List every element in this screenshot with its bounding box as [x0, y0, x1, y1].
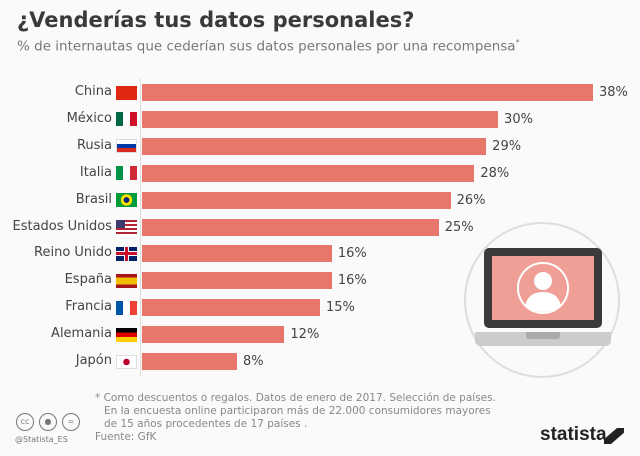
data-label: 38%: [599, 85, 628, 100]
statista-logo-mark-icon: [604, 428, 624, 444]
category-label: Rusia: [76, 137, 112, 153]
bar: [142, 245, 332, 263]
nd-icon: =: [62, 413, 80, 431]
category-label: Brasil: [75, 191, 112, 207]
axis-line: [140, 78, 141, 376]
flag-fr-icon: [116, 300, 137, 315]
footnote-line: * Como descuentos o regalos. Datos de en…: [95, 392, 496, 404]
bar: [142, 299, 321, 317]
twitter-handle: @Statista_ES: [15, 435, 68, 444]
user-avatar-icon: [517, 262, 569, 314]
by-icon: ●: [39, 413, 57, 431]
category-label: España: [64, 272, 112, 288]
data-label: 25%: [444, 219, 474, 235]
category-label: Japón: [75, 353, 112, 368]
bar: [142, 191, 451, 209]
data-label: 8%: [242, 354, 264, 369]
source: Fuente: GfK: [95, 431, 157, 443]
category-label: México: [66, 110, 112, 126]
category-label: Alemania: [51, 326, 112, 342]
cc-icon: cc: [16, 413, 34, 431]
data-label: 30%: [504, 111, 533, 127]
category-label: Reino Unido: [34, 245, 112, 261]
category-label: Francia: [65, 299, 112, 315]
data-label: 16%: [337, 246, 367, 262]
flag-gb-icon: [116, 246, 137, 261]
laptop-notch: [526, 332, 560, 339]
flag-mx-icon: [116, 112, 137, 127]
bar: [142, 218, 439, 236]
data-label: 26%: [456, 192, 486, 208]
laptop-base: [475, 332, 611, 346]
flag-ru-icon: [116, 139, 137, 154]
bar: [142, 326, 285, 344]
flag-it-icon: [116, 166, 137, 181]
illustration-circle: [464, 222, 620, 378]
statista-logo: statista: [540, 424, 607, 445]
flag-br-icon: [116, 193, 137, 208]
footnote: * Como descuentos o regalos. Datos de en…: [95, 392, 496, 431]
flag-es-icon: [116, 273, 137, 288]
category-label: China: [74, 84, 112, 99]
footnote-line: de 15 años procedentes de 17 países .: [104, 418, 308, 430]
category-label: Estados Unidos: [12, 218, 112, 234]
data-label: 12%: [290, 327, 320, 343]
bar: [142, 110, 499, 128]
bar: [142, 137, 487, 155]
data-label: 16%: [337, 273, 367, 289]
laptop-icon: [484, 248, 602, 328]
data-label: 28%: [480, 165, 510, 181]
bar: [142, 272, 332, 290]
bar: [142, 353, 237, 370]
subtitle-text: % de internautas que cederían sus datos …: [17, 38, 516, 55]
data-label: 15%: [326, 300, 355, 316]
bar: [142, 164, 475, 182]
data-label: 29%: [492, 138, 522, 154]
category-label: Italia: [79, 164, 112, 180]
bar: [142, 84, 593, 101]
flag-de-icon: [116, 327, 137, 342]
flag-jp-icon: [116, 354, 137, 369]
flag-cn-icon: [116, 85, 137, 100]
footnote-mark: *: [515, 38, 520, 47]
chart-subtitle: % de internautas que cederían sus datos …: [17, 38, 520, 55]
chart-title: ¿Venderías tus datos personales?: [17, 8, 415, 32]
flag-us-icon: [116, 220, 137, 234]
footnote-line: En la encuesta online participaron más d…: [104, 405, 491, 417]
